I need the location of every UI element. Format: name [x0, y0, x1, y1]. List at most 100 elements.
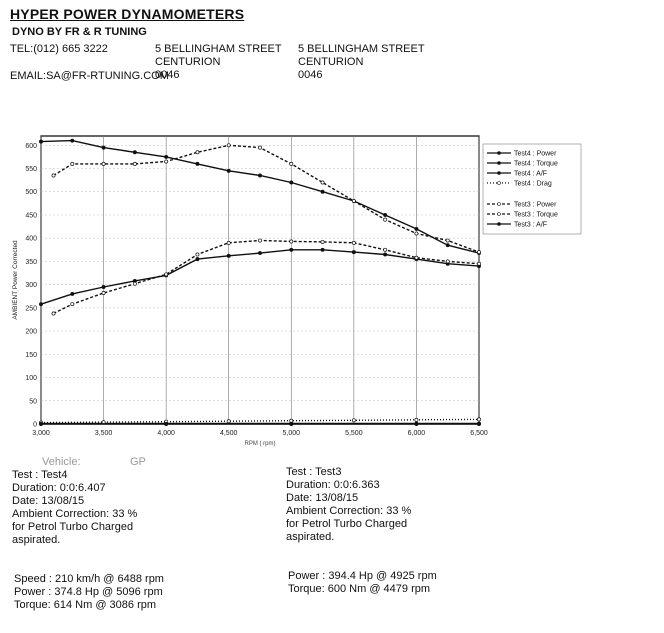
legend-marker: [497, 171, 501, 175]
test-left-ambient: Ambient Correction: 33 %: [12, 508, 138, 520]
data-point: [51, 311, 56, 316]
data-point: [414, 231, 419, 236]
test-left-speed: Speed : 210 km/h @ 6488 rpm: [14, 573, 164, 585]
series-line: [40, 249, 480, 305]
x-tick-label: 5,500: [345, 430, 363, 437]
data-point: [414, 255, 419, 260]
test-left-torque: Torque: 614 Nm @ 3086 rpm: [14, 599, 157, 611]
data-point: [226, 168, 231, 173]
data-point: [445, 259, 450, 264]
test-right-name: Test : Test3: [286, 466, 342, 478]
y-tick-label: 150: [25, 352, 37, 359]
data-point: [195, 257, 200, 262]
data-point: [289, 422, 294, 426]
address-left-line-3: 0046: [155, 69, 180, 81]
data-point: [226, 240, 231, 245]
legend-label: Test4 : A/F: [514, 171, 547, 178]
address-right-line-1: 5 BELLINGHAM STREET: [298, 43, 425, 55]
data-point: [414, 417, 419, 422]
data-point: [39, 139, 43, 144]
data-point: [383, 213, 388, 217]
data-point: [445, 243, 450, 248]
email: EMAIL:SA@FR-RTUNING.COM: [10, 70, 169, 82]
page-subtitle: DYNO BY FR & R TUNING: [12, 26, 147, 38]
data-point: [164, 154, 169, 159]
y-tick-label: 100: [25, 375, 37, 382]
test-right-for: for Petrol Turbo Charged: [286, 518, 408, 530]
legend-marker: [497, 181, 501, 185]
series-line: [53, 239, 480, 315]
test-left-aspirated: aspirated.: [12, 534, 61, 546]
legend-marker: [497, 222, 501, 226]
data-point: [351, 240, 356, 245]
data-point: [101, 420, 106, 425]
address-right-line-2: CENTURION: [298, 56, 364, 68]
data-point: [195, 252, 200, 257]
telephone: TEL:(012) 665 3222: [10, 43, 108, 55]
legend-label: Test3 : Power: [514, 202, 557, 209]
data-point: [70, 138, 75, 143]
legend-label: Test3 : A/F: [514, 222, 547, 229]
x-tick-label: 3,000: [32, 430, 50, 437]
plot-area-frame: [40, 135, 480, 425]
data-point: [477, 417, 481, 422]
data-point: [195, 161, 200, 166]
data-point: [289, 247, 294, 252]
data-point: [226, 419, 231, 424]
y-tick-label: 0: [33, 422, 37, 429]
data-point: [39, 302, 43, 307]
data-point: [445, 238, 450, 243]
data-point: [383, 247, 388, 252]
data-point: [101, 145, 106, 150]
x-tick-label: 3,500: [95, 430, 113, 437]
data-point: [383, 252, 388, 257]
data-point: [39, 422, 43, 426]
data-point: [101, 291, 106, 295]
test-left-for: for Petrol Turbo Charged: [12, 521, 134, 533]
data-point: [101, 285, 106, 289]
y-tick-label: 50: [29, 398, 37, 405]
series-line: [53, 144, 480, 253]
legend-marker: [497, 151, 501, 155]
series-line: [40, 418, 480, 424]
x-tick-label: 4,500: [220, 430, 238, 437]
data-point: [132, 281, 137, 286]
data-point: [258, 145, 262, 150]
data-point: [383, 217, 388, 222]
data-point: [351, 199, 356, 203]
data-point: [289, 239, 294, 244]
legend-label: Test4 : Power: [514, 151, 557, 158]
data-point: [477, 261, 481, 266]
data-point: [320, 180, 325, 185]
data-point: [351, 250, 356, 255]
data-point: [258, 251, 262, 256]
data-point: [132, 161, 137, 166]
x-tick-label: 4,000: [157, 430, 175, 437]
test-left-duration: Duration: 0:0:6.407: [12, 482, 106, 494]
test-left-power: Power : 374.8 Hp @ 5096 rpm: [14, 586, 163, 598]
legend-label: Test4 : Drag: [514, 181, 552, 188]
vehicle-value: GP: [130, 456, 146, 468]
data-point: [258, 173, 262, 178]
data-point: [320, 189, 325, 194]
y-tick-label: 350: [25, 259, 37, 266]
data-point: [289, 180, 294, 185]
series-line: [40, 139, 480, 254]
data-point: [414, 422, 419, 426]
data-point: [477, 250, 481, 255]
test-left-name: Test : Test4: [12, 469, 68, 481]
x-tick-label: 6,500: [470, 430, 488, 437]
legend-marker: [497, 202, 501, 206]
address-left-line-1: 5 BELLINGHAM STREET: [155, 43, 282, 55]
legend-box: [482, 143, 582, 235]
data-point: [164, 159, 169, 164]
data-point: [132, 150, 137, 155]
test-right-ambient: Ambient Correction: 33 %: [286, 505, 412, 517]
page-title: HYPER POWER DYNAMOMETERS: [10, 6, 245, 22]
data-point: [70, 161, 75, 166]
data-point: [164, 272, 169, 277]
x-axis-label: RPM ( rpm): [245, 441, 276, 447]
y-axis-label: AMBIENT Power Corrected: [12, 240, 19, 320]
data-point: [51, 173, 56, 178]
data-point: [70, 291, 75, 296]
